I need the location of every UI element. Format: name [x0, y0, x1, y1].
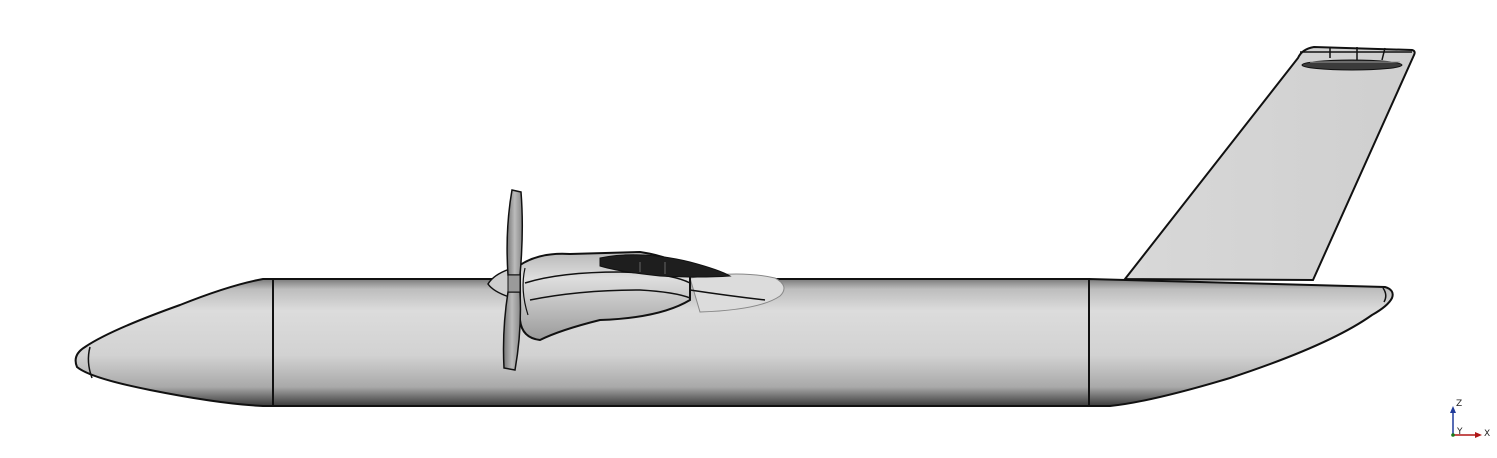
wing-fairing[interactable] [689, 273, 785, 313]
x-axis-label: X [1484, 429, 1491, 439]
propeller-blade-upper[interactable] [506, 189, 524, 276]
engine-nacelle[interactable] [519, 250, 732, 342]
propeller-blade-lower[interactable] [502, 291, 522, 371]
axis-triad: Z Y X [1437, 373, 1497, 453]
axis-triad-graphic [1450, 406, 1482, 438]
y-axis-label: Y [1457, 427, 1463, 437]
z-axis-label: Z [1456, 399, 1463, 409]
vertical-tail-fin[interactable] [1122, 45, 1416, 282]
tail-cone[interactable] [1088, 277, 1394, 407]
propeller[interactable] [502, 189, 524, 371]
nose-cone[interactable] [74, 278, 274, 407]
